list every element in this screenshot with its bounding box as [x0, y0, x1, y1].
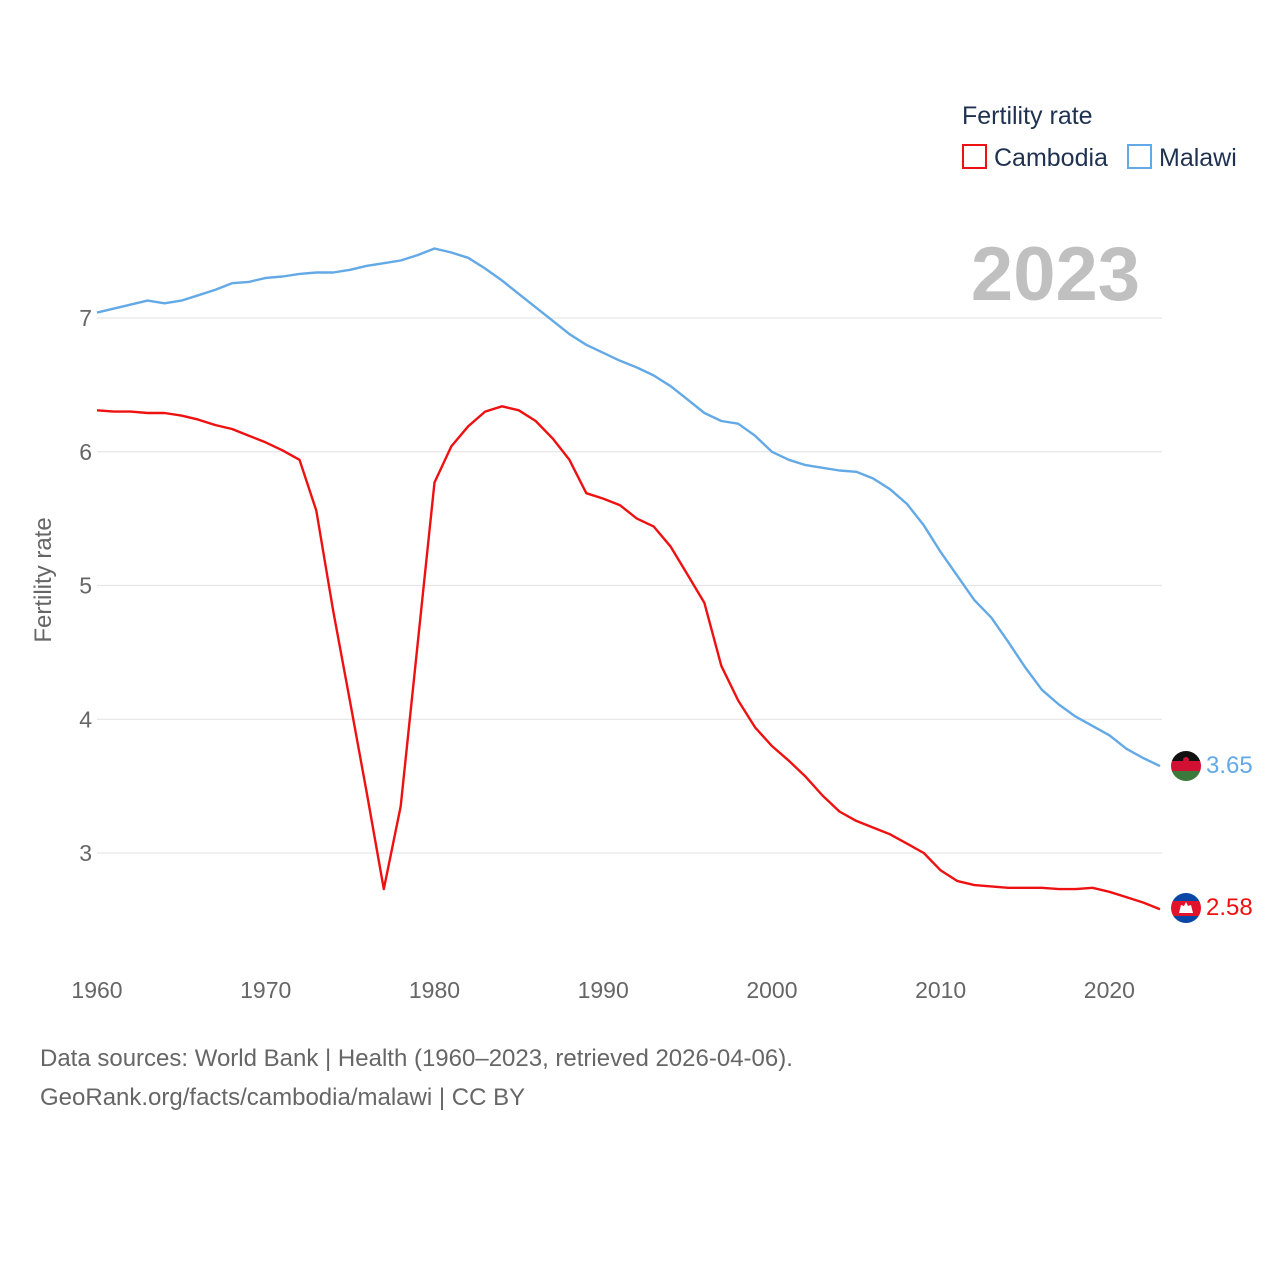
- legend-title: Fertility rate: [962, 102, 1093, 130]
- x-tick-label-1960: 1960: [71, 977, 122, 1003]
- legend-label-malawi[interactable]: Malawi: [1159, 144, 1237, 172]
- y-tick-label-7: 7: [79, 305, 92, 331]
- legend: Fertility rate Cambodia Malawi: [962, 102, 1237, 172]
- series-line-cambodia: [96, 405, 1161, 911]
- x-tick-label-2000: 2000: [746, 977, 797, 1003]
- y-tick-label-3: 3: [79, 840, 92, 866]
- year-label: 2023: [971, 232, 1140, 317]
- legend-swatch-malawi[interactable]: [1127, 144, 1152, 169]
- y-tick-label-6: 6: [79, 439, 92, 465]
- credit-line[interactable]: GeoRank.org/facts/cambodia/malawi | CC B…: [40, 1084, 526, 1111]
- data-source-note: Data sources: World Bank | Health (1960–…: [40, 1045, 793, 1072]
- cambodia-end-value: 2.58: [1206, 894, 1253, 921]
- x-tick-label-2010: 2010: [915, 977, 966, 1003]
- y-tick-label-5: 5: [79, 573, 92, 599]
- legend-swatch-cambodia[interactable]: [962, 144, 987, 169]
- x-tick-label-1980: 1980: [409, 977, 460, 1003]
- series-lines: [96, 247, 1161, 911]
- y-axis-label: Fertility rate: [30, 517, 57, 642]
- gridlines: [97, 317, 1162, 854]
- legend-label-cambodia[interactable]: Cambodia: [994, 144, 1108, 172]
- malawi-end-value: 3.65: [1206, 752, 1253, 779]
- x-tick-label-1970: 1970: [240, 977, 291, 1003]
- malawi-flag-icon: [1171, 751, 1201, 781]
- x-tick-label-1990: 1990: [578, 977, 629, 1003]
- y-axis-ticks: 3 4 5 6 7: [79, 305, 92, 866]
- x-axis-ticks: 1960 1970 1980 1990 2000 2010 2020: [71, 977, 1135, 1003]
- y-tick-label-4: 4: [79, 706, 92, 732]
- cambodia-flag-icon: [1171, 893, 1201, 923]
- series-line-malawi: [96, 247, 1161, 768]
- x-tick-label-2020: 2020: [1084, 977, 1135, 1003]
